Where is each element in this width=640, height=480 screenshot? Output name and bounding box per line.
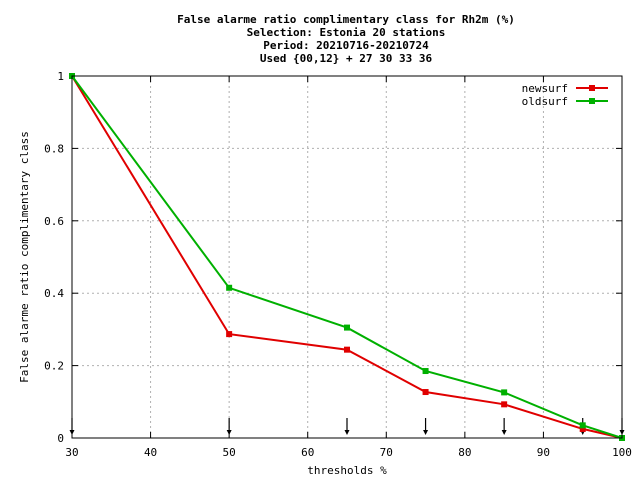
axis-ticks — [71, 75, 623, 439]
data-point-newsurf — [501, 401, 508, 408]
y-tick-label: 0.8 — [44, 142, 64, 155]
x-tick-label: 30 — [65, 446, 78, 459]
data-point-oldsurf — [579, 422, 586, 429]
data-point-oldsurf — [501, 389, 508, 396]
data-point-newsurf — [226, 331, 233, 338]
data-point-newsurf — [579, 425, 586, 432]
plot-frame — [71, 75, 623, 439]
title-line-1: False alarme ratio complimentary class f… — [177, 13, 515, 26]
data-point-oldsurf — [226, 284, 233, 291]
threshold-arrow-head — [423, 430, 429, 435]
y-tick-label: 0 — [57, 432, 64, 445]
legend-marker-newsurf — [589, 85, 595, 91]
series-lines — [69, 73, 625, 441]
data-point-newsurf — [344, 346, 350, 353]
title-line-4: Used {00,12} + 27 30 33 36 — [260, 52, 433, 65]
title-line-3: Period: 20210716-20210724 — [263, 39, 429, 52]
data-point-oldsurf — [344, 324, 350, 331]
grid — [72, 76, 622, 438]
y-tick-labels: 0 0.2 0.4 0.6 0.8 1 — [44, 70, 64, 445]
data-point-newsurf — [422, 389, 429, 396]
legend-label-newsurf: newsurf — [522, 82, 568, 95]
series-line-newsurf — [71, 75, 623, 439]
x-tick-label: 50 — [223, 446, 236, 459]
threshold-arrow-head — [501, 430, 507, 435]
title-line-2: Selection: Estonia 20 stations — [247, 26, 446, 39]
y-tick-label: 0.6 — [44, 215, 64, 228]
x-tick-labels: 30 40 50 60 70 80 90 100 — [65, 446, 632, 459]
chart-title: False alarme ratio complimentary class f… — [177, 13, 515, 65]
threshold-arrow-head — [344, 430, 350, 435]
y-tick-label: 0.4 — [44, 287, 64, 300]
series-line-oldsurf — [71, 75, 623, 439]
y-axis-label: False alarme ratio complimentary class — [18, 131, 31, 383]
legend-label-oldsurf: oldsurf — [522, 95, 568, 108]
y-tick-label: 0.2 — [44, 360, 64, 373]
x-tick-label: 90 — [537, 446, 550, 459]
data-point-oldsurf — [422, 368, 429, 375]
legend-marker-oldsurf — [589, 98, 595, 104]
y-tick-label: 1 — [57, 70, 64, 83]
x-tick-label: 40 — [144, 446, 157, 459]
x-tick-label: 100 — [612, 446, 632, 459]
x-axis-label: thresholds % — [307, 464, 387, 477]
x-tick-label: 60 — [301, 446, 314, 459]
x-tick-label: 80 — [458, 446, 471, 459]
threshold-markers — [69, 418, 625, 435]
x-tick-label: 70 — [380, 446, 393, 459]
